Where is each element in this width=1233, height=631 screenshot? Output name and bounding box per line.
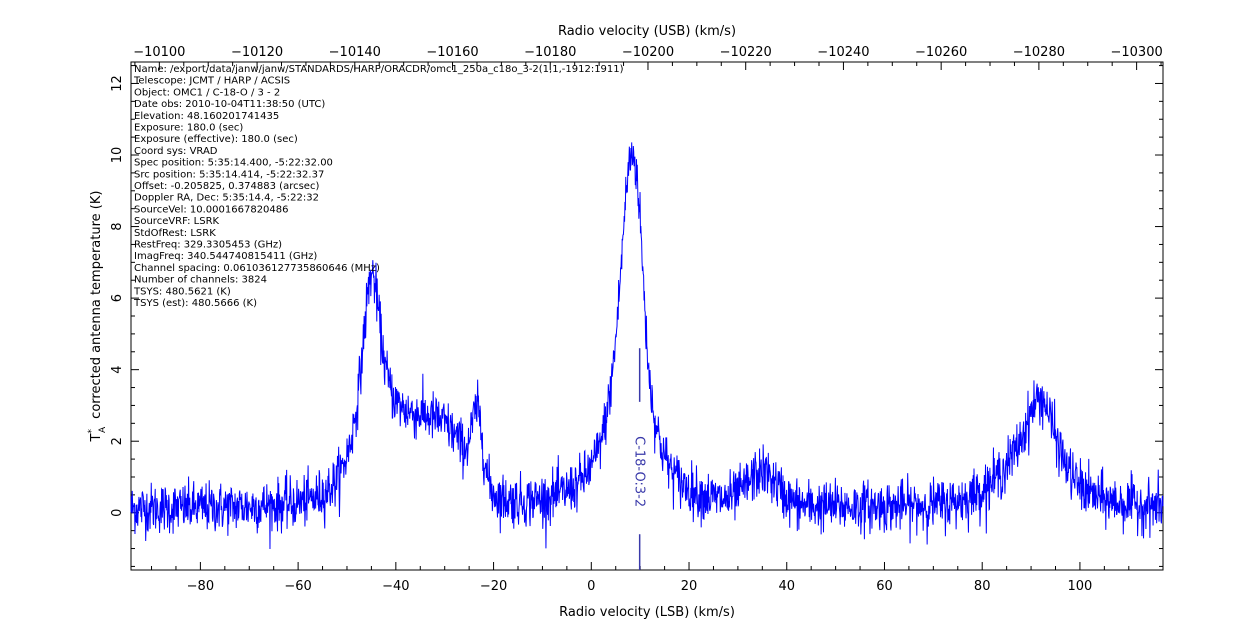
- x-top-tick-label: −10120: [231, 45, 283, 60]
- x-top-tick-label: −10180: [524, 45, 576, 60]
- line-annotation-label: C-18-O:3-2: [632, 436, 647, 507]
- x-tick-label: −40: [382, 579, 409, 594]
- y-tick-label: 2: [110, 437, 125, 445]
- series-spectrum: [130, 142, 1164, 550]
- metadata-line: Offset: -0.205825, 0.374883 (arcsec): [134, 181, 319, 192]
- x-top-tick-label: −10300: [1110, 45, 1162, 60]
- y-tick-label: 8: [110, 222, 125, 230]
- y-axis-label: T*Acorrected antenna temperature (K): [87, 191, 108, 443]
- y-tick-label: 12: [110, 75, 125, 92]
- metadata-line: Name: /export/data/janw/janw/STANDARDS/H…: [134, 64, 624, 75]
- metadata-line: Coord sys: VRAD: [134, 146, 218, 157]
- metadata-line: ImagFreq: 340.544740815411 (GHz): [134, 251, 317, 262]
- y-tick-label: 6: [110, 294, 125, 302]
- y-axis-label-sup: *: [87, 429, 97, 434]
- metadata-line: StdOfRest: LSRK: [134, 228, 216, 239]
- metadata-line: TSYS (est): 480.5666 (K): [133, 298, 257, 309]
- x-axis-label: Radio velocity (LSB) (km/s): [559, 605, 735, 620]
- x-top-tick-label: −10140: [329, 45, 381, 60]
- x-top-axis-label: Radio velocity (USB) (km/s): [558, 24, 736, 39]
- x-top-tick-label: −10220: [720, 45, 772, 60]
- x-top-tick-label: −10100: [133, 45, 185, 60]
- x-top-tick-label: −10260: [915, 45, 967, 60]
- x-tick-label: 20: [681, 579, 698, 594]
- metadata-line: Object: OMC1 / C-18-O / 3 - 2: [134, 87, 280, 98]
- line-annotations: C-18-O:3-2: [632, 348, 647, 570]
- x-tick-label: 100: [1068, 579, 1093, 594]
- tick-labels: −80 −60 −40 −20 0 20 40 60 80 100−10100 −10120 −101…: [110, 45, 1163, 594]
- metadata-line: Number of channels: 3824: [134, 275, 267, 286]
- metadata-line: Date obs: 2010-10-04T11:38:50 (UTC): [134, 99, 325, 110]
- x-tick-label: 40: [778, 579, 795, 594]
- svg-text:T*Acorrected antenna temperatu: T*Acorrected antenna temperature (K): [87, 191, 108, 443]
- y-tick-label: 10: [110, 147, 125, 164]
- axis-ticks: [131, 62, 1163, 570]
- metadata-line: Src position: 5:35:14.414, -5:22:32.37: [134, 169, 324, 180]
- x-tick-label: −80: [187, 579, 214, 594]
- y-axis-label-symbol: T: [89, 433, 104, 442]
- x-top-tick-label: −10200: [622, 45, 674, 60]
- metadata-line: Exposure: 180.0 (sec): [134, 123, 243, 134]
- x-tick-label: −60: [284, 579, 311, 594]
- y-axis-label-sub: A: [98, 426, 108, 433]
- metadata-line: Telescope: JCMT / HARP / ACSIS: [133, 76, 290, 87]
- x-top-tick-label: −10160: [426, 45, 478, 60]
- y-axis-label-main: corrected antenna temperature (K): [89, 191, 104, 419]
- metadata-line: RestFreq: 329.3305453 (GHz): [134, 240, 282, 251]
- x-top-tick-label: −10280: [1013, 45, 1065, 60]
- metadata-line: TSYS: 480.5621 (K): [133, 286, 231, 297]
- metadata-block: Name: /export/data/janw/janw/STANDARDS/H…: [133, 64, 624, 309]
- metadata-line: SourceVRF: LSRK: [134, 216, 220, 227]
- x-top-tick-label: −10240: [817, 45, 869, 60]
- x-tick-label: 60: [876, 579, 893, 594]
- x-tick-label: −20: [480, 579, 507, 594]
- spectrum-line: [130, 142, 1164, 550]
- x-tick-label: 0: [587, 579, 595, 594]
- x-tick-label: 80: [974, 579, 991, 594]
- metadata-line: Channel spacing: 0.0610361277358606​46 (…: [134, 263, 380, 274]
- metadata-line: Doppler RA, Dec: 5:35:14.4, -5:22:32: [134, 193, 319, 204]
- metadata-line: Exposure (effective): 180.0 (sec): [134, 134, 298, 145]
- metadata-line: Spec position: 5:35:14.400, -5:22:32.00: [134, 158, 333, 169]
- metadata-line: SourceVel: 10.0001667820486: [134, 204, 289, 215]
- y-tick-label: 4: [110, 366, 125, 374]
- y-tick-label: 0: [110, 509, 125, 517]
- metadata-line: Elevation: 48.160201741435: [134, 111, 279, 122]
